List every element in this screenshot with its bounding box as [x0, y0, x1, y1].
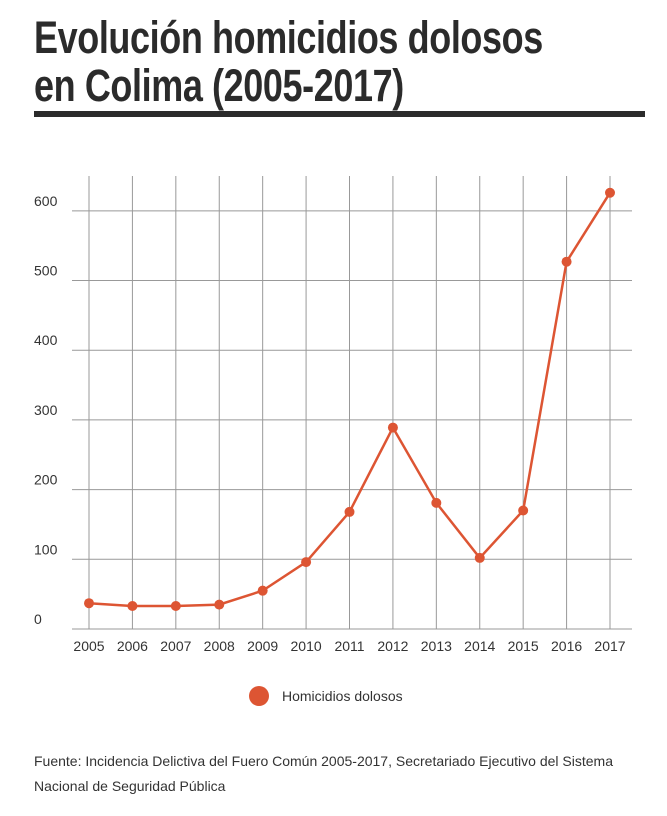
data-point [214, 599, 225, 610]
x-tick-label: 2010 [291, 638, 322, 654]
x-tick-label: 2008 [204, 638, 235, 654]
data-point [518, 505, 529, 516]
x-tick-label: 2015 [508, 638, 539, 654]
y-tick-label: 600 [34, 193, 58, 209]
x-tick-label: 2017 [594, 638, 625, 654]
y-tick-label: 200 [34, 472, 58, 488]
chart-title: Evolución homicidios dolosos en Colima (… [34, 12, 543, 111]
x-tick-label: 2005 [73, 638, 104, 654]
y-tick-label: 0 [34, 611, 42, 627]
y-tick-label: 100 [34, 541, 58, 557]
chart: 0 100 200 300 400 500 600 2005 2006 2007 2008 2009 2… [34, 176, 632, 706]
data-point [301, 557, 312, 568]
x-tick-label: 2016 [551, 638, 582, 654]
legend-label: Homicidios dolosos [282, 688, 403, 704]
x-tick-label: 2009 [247, 638, 278, 654]
legend-marker [249, 686, 269, 706]
data-point [344, 506, 355, 517]
data-point [257, 585, 268, 596]
x-tick-label: 2012 [377, 638, 408, 654]
data-point [84, 598, 94, 609]
data-point [561, 256, 572, 267]
data-point [387, 422, 398, 433]
y-tick-label: 300 [34, 402, 58, 418]
data-point [474, 552, 485, 563]
x-tick-label: 2013 [421, 638, 452, 654]
title-rule [34, 111, 645, 117]
y-tick-label: 400 [34, 332, 58, 348]
data-point [127, 601, 138, 612]
data-point [170, 601, 181, 612]
x-tick-label: 2006 [117, 638, 148, 654]
x-tick-label: 2014 [464, 638, 495, 654]
data-point [605, 187, 615, 198]
source-note: Fuente: Incidencia Delictiva del Fuero C… [34, 753, 613, 794]
x-tick-label: 2007 [160, 638, 191, 654]
y-tick-label: 500 [34, 263, 58, 279]
x-tick-label: 2011 [334, 638, 364, 654]
data-point [431, 497, 442, 508]
